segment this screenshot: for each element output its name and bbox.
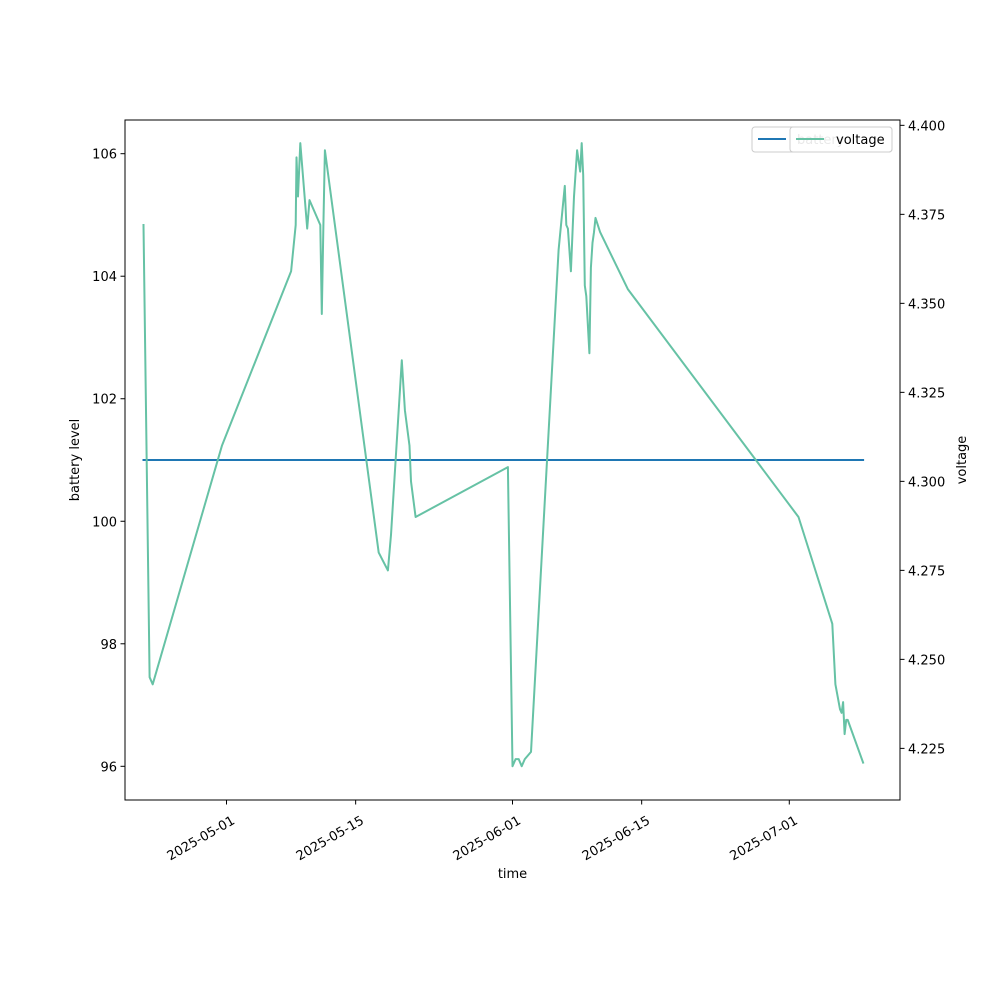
y2-tick-label: 4.275 <box>908 564 945 579</box>
y-tick-label: 106 <box>92 148 117 163</box>
y2-tick-label: 4.300 <box>908 475 945 490</box>
y2-tick-label: 4.250 <box>908 653 945 668</box>
y2-tick-label: 4.400 <box>908 119 945 134</box>
y2-tick-label: 4.225 <box>908 742 945 757</box>
x-tick-label: 2025-06-01 <box>451 813 524 864</box>
x-tick-label: 2025-06-15 <box>580 813 653 864</box>
y2-tick-label: 4.325 <box>908 386 945 401</box>
y-tick-label: 96 <box>100 760 117 775</box>
y-axis-label: battery level <box>68 419 83 502</box>
y2-tick-label: 4.350 <box>908 297 945 312</box>
x-tick-label: 2025-07-01 <box>728 813 801 864</box>
axes: time battery level voltage 2025-05-01 202… <box>68 119 970 882</box>
y-tick-label: 102 <box>92 393 117 408</box>
y-tick-label: 100 <box>92 515 117 530</box>
x-tick-label: 2025-05-15 <box>294 813 367 864</box>
y-tick-label: 98 <box>100 638 117 653</box>
y2-tick-label: 4.375 <box>908 208 945 223</box>
plot-area <box>142 142 865 768</box>
y2-axis-label: voltage <box>955 436 970 485</box>
legend-box-voltage <box>789 126 893 153</box>
legend-label-voltage: voltage <box>836 133 885 148</box>
x-tick-label: 2025-05-01 <box>165 813 238 864</box>
y-tick-label: 104 <box>92 270 117 285</box>
legend: battery voltage <box>751 126 893 153</box>
x-axis-label: time <box>498 867 527 882</box>
series-line-voltage <box>142 142 865 768</box>
